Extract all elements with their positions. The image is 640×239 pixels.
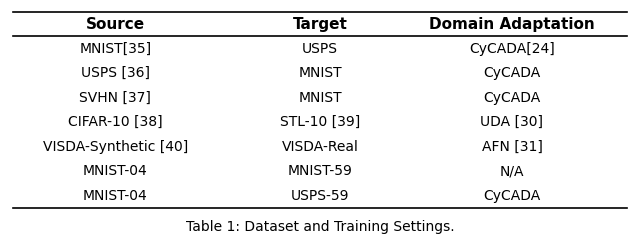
Text: N/A: N/A	[500, 164, 524, 178]
Text: SVHN [37]: SVHN [37]	[79, 91, 151, 105]
Text: MNIST[35]: MNIST[35]	[79, 42, 151, 56]
Text: USPS [36]: USPS [36]	[81, 66, 150, 80]
Text: CyCADA[24]: CyCADA[24]	[469, 42, 555, 56]
Text: MNIST-04: MNIST-04	[83, 189, 148, 203]
Text: Target: Target	[292, 17, 348, 32]
Text: MNIST: MNIST	[298, 66, 342, 80]
Text: Source: Source	[86, 17, 145, 32]
Text: MNIST-04: MNIST-04	[83, 164, 148, 178]
Text: MNIST-59: MNIST-59	[287, 164, 353, 178]
Text: CIFAR-10 [38]: CIFAR-10 [38]	[68, 115, 163, 129]
Text: STL-10 [39]: STL-10 [39]	[280, 115, 360, 129]
Text: Domain Adaptation: Domain Adaptation	[429, 17, 595, 32]
Text: CyCADA: CyCADA	[483, 91, 541, 105]
Text: VISDA-Real: VISDA-Real	[282, 140, 358, 154]
Text: MNIST: MNIST	[298, 91, 342, 105]
Text: USPS: USPS	[302, 42, 338, 56]
Text: UDA [30]: UDA [30]	[481, 115, 543, 129]
Text: Table 1: Dataset and Training Settings.: Table 1: Dataset and Training Settings.	[186, 220, 454, 234]
Text: USPS-59: USPS-59	[291, 189, 349, 203]
Text: AFN [31]: AFN [31]	[481, 140, 543, 154]
Text: CyCADA: CyCADA	[483, 66, 541, 80]
Text: CyCADA: CyCADA	[483, 189, 541, 203]
Text: VISDA-Synthetic [40]: VISDA-Synthetic [40]	[43, 140, 188, 154]
